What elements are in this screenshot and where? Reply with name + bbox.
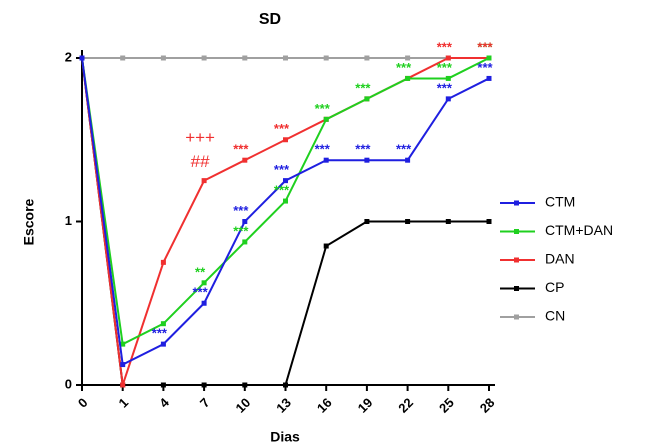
marker <box>242 219 248 224</box>
line <box>81 57 490 367</box>
annotation: *** <box>355 142 371 157</box>
legend-label: DAN <box>545 251 575 267</box>
annotation: *** <box>477 39 493 54</box>
x-axis-label: Dias <box>270 429 300 445</box>
legend-marker <box>514 286 519 291</box>
marker <box>120 55 126 61</box>
annotation: *** <box>233 142 249 157</box>
marker <box>201 300 207 306</box>
marker <box>242 157 248 163</box>
marker <box>405 219 411 224</box>
marker <box>405 55 411 61</box>
x-tick-label: 13 <box>273 395 294 416</box>
marker <box>445 219 451 224</box>
annotation: *** <box>274 183 290 198</box>
marker <box>160 341 166 347</box>
annotation: *** <box>437 39 453 54</box>
legend-marker <box>514 314 519 320</box>
marker <box>323 55 329 61</box>
marker <box>323 243 329 249</box>
marker <box>120 362 126 368</box>
marker <box>445 55 451 61</box>
annotation: *** <box>477 60 493 75</box>
marker <box>160 55 166 61</box>
marker <box>323 116 329 122</box>
annotation: *** <box>315 142 331 157</box>
marker <box>79 55 85 61</box>
marker <box>323 157 329 163</box>
legend-marker <box>514 229 519 234</box>
annotation: +++ <box>185 128 215 147</box>
marker <box>160 259 166 265</box>
annotation: ** <box>195 264 206 279</box>
x-tick-label: 10 <box>233 395 254 416</box>
marker <box>283 198 288 204</box>
x-tick-label: 7 <box>197 395 213 411</box>
marker <box>160 321 166 327</box>
x-tick-label: 4 <box>156 394 172 410</box>
legend-label: CTM <box>545 194 575 210</box>
annotation: *** <box>437 60 453 75</box>
marker <box>201 178 207 184</box>
legend-label: CN <box>545 308 565 324</box>
annotation: *** <box>274 162 290 177</box>
marker <box>364 96 370 102</box>
marker <box>201 280 207 286</box>
marker <box>405 75 411 81</box>
marker <box>120 341 126 347</box>
annotation: *** <box>477 39 493 54</box>
marker <box>445 96 451 102</box>
annotation: *** <box>437 80 453 95</box>
marker <box>242 382 248 388</box>
annotation: *** <box>396 60 412 75</box>
annotation: *** <box>396 142 412 157</box>
marker <box>283 178 288 184</box>
marker <box>160 382 166 388</box>
marker <box>486 75 492 81</box>
marker <box>201 55 207 61</box>
marker <box>283 137 288 143</box>
legend-marker <box>514 257 519 263</box>
x-tick-label: 0 <box>75 395 91 411</box>
legend-marker <box>514 200 519 206</box>
marker <box>486 55 492 61</box>
marker <box>445 75 451 81</box>
marker <box>364 157 370 163</box>
marker <box>242 239 248 245</box>
x-tick-label: 22 <box>395 395 416 416</box>
x-tick-label: 28 <box>477 395 498 416</box>
legend-label: CP <box>545 279 564 295</box>
marker <box>283 382 288 388</box>
annotation: *** <box>274 121 290 136</box>
x-tick-label: 16 <box>314 395 335 416</box>
y-tick-label: 2 <box>65 49 72 64</box>
marker <box>120 382 126 388</box>
y-axis-label: Escore <box>21 198 37 245</box>
marker <box>283 55 288 61</box>
annotation: *** <box>193 285 209 300</box>
annotation: *** <box>233 203 249 218</box>
line <box>81 57 489 386</box>
chart-title: SD <box>259 11 281 28</box>
annotation: ## <box>191 152 210 171</box>
legend-label: CTM+DAN <box>545 222 613 238</box>
annotation: *** <box>315 101 331 116</box>
x-tick-label: 1 <box>116 395 132 411</box>
annotation: *** <box>355 80 371 95</box>
annotation: *** <box>152 326 168 341</box>
marker <box>364 55 370 61</box>
y-tick-label: 1 <box>65 213 72 228</box>
marker <box>405 157 411 163</box>
marker <box>242 55 248 61</box>
y-tick-label: 0 <box>65 376 72 391</box>
marker <box>201 382 207 388</box>
x-tick-label: 25 <box>436 395 457 416</box>
x-tick-label: 19 <box>355 395 376 416</box>
annotation: *** <box>233 223 249 238</box>
marker <box>364 219 370 224</box>
marker <box>486 219 492 224</box>
